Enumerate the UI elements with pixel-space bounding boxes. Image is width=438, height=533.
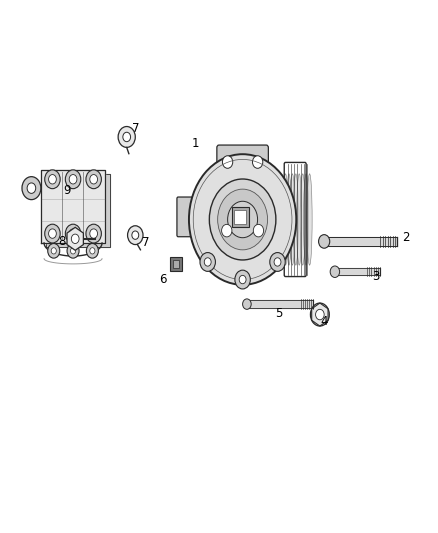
FancyBboxPatch shape — [234, 209, 247, 224]
Circle shape — [209, 179, 276, 260]
Circle shape — [86, 224, 101, 243]
Text: 7: 7 — [142, 237, 150, 249]
Text: 2: 2 — [402, 231, 410, 244]
Ellipse shape — [293, 174, 298, 265]
Circle shape — [238, 213, 247, 225]
Circle shape — [71, 248, 76, 254]
Circle shape — [318, 235, 330, 248]
Circle shape — [69, 175, 77, 184]
Circle shape — [252, 156, 263, 168]
Text: 4: 4 — [321, 315, 328, 328]
Circle shape — [65, 224, 81, 243]
Ellipse shape — [286, 174, 292, 265]
Text: 7: 7 — [131, 122, 139, 134]
FancyBboxPatch shape — [170, 256, 182, 271]
Text: 9: 9 — [63, 184, 71, 197]
Circle shape — [223, 156, 233, 168]
Circle shape — [123, 132, 131, 142]
FancyBboxPatch shape — [177, 197, 192, 237]
Circle shape — [118, 126, 135, 148]
FancyBboxPatch shape — [173, 260, 179, 268]
Circle shape — [330, 266, 339, 278]
Circle shape — [132, 231, 139, 239]
Circle shape — [235, 270, 251, 289]
Circle shape — [45, 224, 60, 243]
Circle shape — [315, 309, 324, 320]
Circle shape — [243, 299, 251, 309]
Circle shape — [200, 253, 215, 271]
Circle shape — [45, 170, 60, 189]
Circle shape — [51, 248, 57, 254]
Circle shape — [27, 183, 36, 193]
Circle shape — [253, 224, 264, 237]
Circle shape — [222, 224, 232, 237]
Circle shape — [239, 276, 246, 284]
Text: 3: 3 — [372, 270, 379, 284]
FancyBboxPatch shape — [217, 145, 268, 171]
Ellipse shape — [304, 174, 309, 265]
Text: 8: 8 — [59, 235, 66, 248]
Text: 5: 5 — [276, 307, 283, 320]
Circle shape — [48, 244, 60, 258]
Ellipse shape — [290, 174, 295, 265]
Circle shape — [204, 258, 211, 266]
Circle shape — [67, 244, 79, 258]
Circle shape — [49, 175, 57, 184]
Circle shape — [270, 253, 285, 271]
Circle shape — [218, 189, 268, 250]
Circle shape — [22, 176, 41, 200]
Circle shape — [274, 258, 281, 266]
Ellipse shape — [283, 174, 288, 265]
Polygon shape — [46, 174, 110, 247]
Circle shape — [90, 175, 98, 184]
Text: 1: 1 — [192, 138, 199, 150]
Circle shape — [86, 170, 101, 189]
Circle shape — [49, 229, 57, 238]
FancyBboxPatch shape — [232, 207, 249, 227]
Circle shape — [71, 234, 79, 244]
Circle shape — [189, 154, 296, 285]
Text: 6: 6 — [159, 273, 167, 286]
Ellipse shape — [300, 174, 305, 265]
Circle shape — [90, 229, 98, 238]
Circle shape — [228, 201, 258, 238]
Circle shape — [69, 229, 77, 238]
Ellipse shape — [297, 174, 302, 265]
Circle shape — [90, 248, 95, 254]
Circle shape — [86, 244, 99, 258]
Circle shape — [127, 226, 143, 245]
Circle shape — [65, 170, 81, 189]
Polygon shape — [67, 227, 83, 251]
Polygon shape — [41, 170, 105, 243]
Circle shape — [311, 303, 329, 326]
Ellipse shape — [307, 174, 312, 265]
